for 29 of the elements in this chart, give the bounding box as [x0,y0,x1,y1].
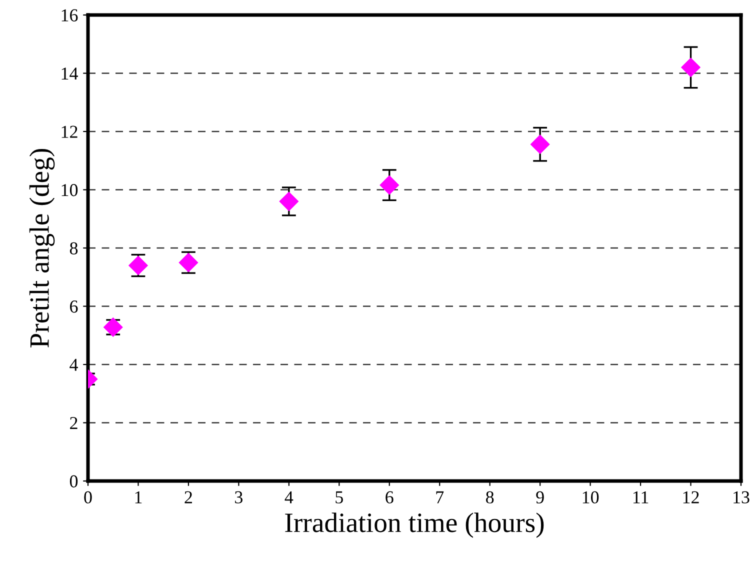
y-tick-label: 16 [62,9,78,22]
x-tick-label: 13 [734,491,750,504]
y-tick-label: 0 [70,475,78,488]
x-tick-label: 0 [84,491,92,504]
x-tick-label: 12 [683,491,699,504]
y-tick-label: 6 [70,300,78,313]
x-tick-label: 7 [436,491,444,504]
point [279,192,298,211]
y-tick-label: 2 [70,417,78,430]
x-axis-title: Irradiation time (hours) [285,512,544,538]
x-tick-label: 5 [336,491,343,504]
y-tick-label: 10 [62,184,78,196]
x-tick-label: 8 [486,491,494,504]
y-tick-label: 4 [70,358,78,371]
x-tick-label: 3 [235,491,242,504]
point [380,176,399,195]
point [530,134,550,154]
x-tick-label: 6 [386,491,394,504]
point [681,58,700,77]
y-tick-label: 12 [62,126,78,138]
x-tick-label: 10 [582,491,599,504]
y-tick-label: 8 [70,242,78,254]
x-tick-label: 2 [184,491,192,504]
x-tick-label: 4 [284,491,294,504]
x-tick-label: 1 [135,491,142,504]
x-tick-label: 11 [633,491,648,504]
x-tick-label: 9 [536,491,544,504]
y-tick-label: 14 [62,68,78,80]
y-axis-title: Pretilt angle (deg) [29,148,55,348]
